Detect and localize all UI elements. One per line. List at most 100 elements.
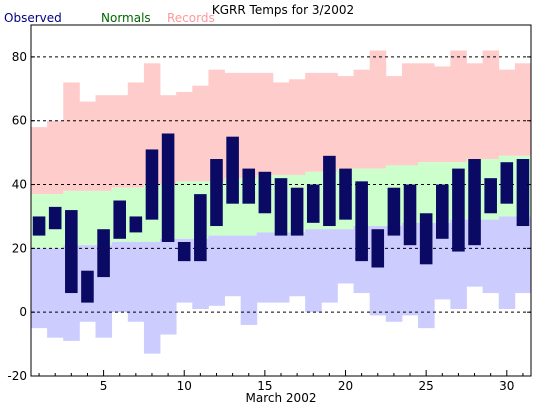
observed-bar-day-29 bbox=[484, 178, 497, 214]
observed-bar-day-3 bbox=[65, 210, 78, 294]
observed-bar-day-10 bbox=[177, 241, 191, 262]
record-high-band-day-29 bbox=[482, 50, 500, 160]
record-high-band-day-23 bbox=[385, 76, 403, 166]
observed-bar-day-19 bbox=[323, 155, 336, 227]
record-high-band-day-7 bbox=[127, 82, 145, 188]
record-high-band-day-18 bbox=[305, 72, 322, 172]
observed-bar-day-8 bbox=[145, 149, 159, 220]
observed-bars bbox=[32, 133, 530, 303]
record-low-band-day-19 bbox=[321, 229, 338, 303]
record-low-band-day-29 bbox=[482, 219, 500, 294]
record-low-band-day-26 bbox=[434, 222, 451, 300]
normal-band-day-7 bbox=[127, 187, 145, 242]
observed-bar-day-6 bbox=[113, 200, 126, 239]
record-high-band-day-11 bbox=[192, 85, 209, 182]
observed-bar-day-5 bbox=[97, 229, 110, 278]
record-high-band-day-21 bbox=[353, 69, 371, 169]
record-low-band-day-18 bbox=[305, 229, 322, 313]
observed-bar-day-22 bbox=[371, 229, 385, 268]
record-low-band-day-8 bbox=[143, 241, 161, 354]
observed-bar-day-11 bbox=[194, 194, 207, 262]
record-low-band-day-23 bbox=[385, 226, 403, 322]
record-high-band-day-20 bbox=[337, 76, 354, 169]
record-high-band-day-5 bbox=[95, 95, 113, 191]
record-low-band-day-14 bbox=[240, 235, 258, 325]
record-low-band-day-31 bbox=[514, 216, 532, 294]
record-high-band-day-4 bbox=[79, 101, 96, 191]
observed-bar-day-24 bbox=[403, 184, 417, 246]
legend-observed: Observed bbox=[4, 11, 62, 25]
normal-band-day-4 bbox=[79, 190, 96, 246]
observed-bar-day-30 bbox=[500, 162, 514, 204]
record-high-band-day-12 bbox=[208, 69, 225, 182]
y-tick-label-80: 80 bbox=[12, 50, 27, 64]
record-high-band-day-26 bbox=[434, 66, 451, 163]
record-low-band-day-24 bbox=[401, 222, 419, 316]
record-high-band-day-10 bbox=[176, 92, 193, 182]
y-tick-label--20: -20 bbox=[7, 369, 27, 383]
observed-bar-day-28 bbox=[468, 159, 481, 246]
observed-bar-day-23 bbox=[387, 187, 401, 236]
record-low-band-day-2 bbox=[47, 248, 64, 338]
record-high-band-day-31 bbox=[514, 63, 532, 156]
record-low-band-day-20 bbox=[337, 229, 354, 284]
record-low-band-day-17 bbox=[289, 232, 306, 297]
observed-bar-day-14 bbox=[242, 168, 256, 204]
x-axis-label: March 2002 bbox=[246, 391, 317, 405]
observed-bar-day-4 bbox=[81, 270, 94, 303]
observed-bar-day-12 bbox=[210, 159, 223, 227]
record-high-band-day-22 bbox=[369, 50, 387, 169]
observed-bar-day-20 bbox=[339, 168, 352, 220]
record-high-band-day-1 bbox=[31, 127, 48, 195]
axis-ticks: -20 0 20 40 60 80 5 10 15 20 25 30 bbox=[7, 50, 531, 393]
observed-bar-day-9 bbox=[161, 133, 175, 242]
record-high-band-day-28 bbox=[466, 63, 484, 160]
y-tick-label-20: 20 bbox=[12, 241, 27, 255]
observed-bar-day-18 bbox=[306, 184, 320, 223]
record-high-band-day-25 bbox=[418, 63, 435, 163]
legend-records: Records bbox=[167, 11, 215, 25]
chart-title: KGRR Temps for 3/2002 bbox=[212, 3, 354, 17]
record-low-band-day-7 bbox=[127, 241, 145, 322]
record-high-band-day-27 bbox=[450, 50, 467, 163]
legend-normals: Normals bbox=[101, 11, 151, 25]
normal-band-day-10 bbox=[176, 181, 193, 239]
normal-band-day-25 bbox=[418, 162, 435, 223]
record-low-band-day-1 bbox=[31, 248, 48, 329]
observed-bar-day-25 bbox=[419, 213, 433, 265]
observed-bar-day-21 bbox=[355, 181, 368, 262]
record-high-band-day-24 bbox=[401, 63, 419, 166]
observed-bar-day-13 bbox=[226, 136, 239, 204]
x-tick-label-20: 20 bbox=[338, 379, 353, 393]
record-low-band-day-16 bbox=[272, 232, 290, 303]
record-high-band-day-17 bbox=[289, 79, 306, 175]
record-low-band-day-15 bbox=[256, 232, 274, 303]
normal-band-day-22 bbox=[369, 168, 387, 227]
record-high-band-day-3 bbox=[63, 82, 80, 191]
observed-bar-day-16 bbox=[274, 178, 288, 236]
observed-bar-day-26 bbox=[436, 184, 449, 239]
record-low-band-day-9 bbox=[160, 238, 177, 335]
record-low-band-day-12 bbox=[208, 235, 225, 306]
y-tick-label-60: 60 bbox=[12, 114, 27, 128]
observed-bar-day-15 bbox=[258, 171, 272, 214]
observed-bar-day-17 bbox=[290, 187, 304, 236]
record-high-band-day-6 bbox=[111, 95, 129, 188]
x-tick-label-30: 30 bbox=[499, 379, 514, 393]
record-low-band-day-30 bbox=[498, 216, 516, 309]
record-high-band-day-30 bbox=[498, 69, 516, 156]
x-tick-label-10: 10 bbox=[177, 379, 192, 393]
x-tick-label-25: 25 bbox=[419, 379, 434, 393]
observed-bar-day-27 bbox=[452, 168, 465, 252]
observed-bar-day-2 bbox=[48, 206, 62, 230]
y-tick-label-40: 40 bbox=[12, 178, 27, 192]
record-high-band-day-19 bbox=[321, 72, 338, 172]
observed-bar-day-1 bbox=[32, 216, 46, 236]
observed-bar-day-31 bbox=[516, 159, 530, 227]
record-low-band-day-6 bbox=[111, 241, 129, 313]
x-tick-label-15: 15 bbox=[257, 379, 272, 393]
observed-bar-day-7 bbox=[129, 216, 143, 233]
record-low-band-day-13 bbox=[224, 235, 242, 297]
record-high-band-day-2 bbox=[47, 120, 64, 195]
record-high-band-day-16 bbox=[272, 82, 290, 175]
